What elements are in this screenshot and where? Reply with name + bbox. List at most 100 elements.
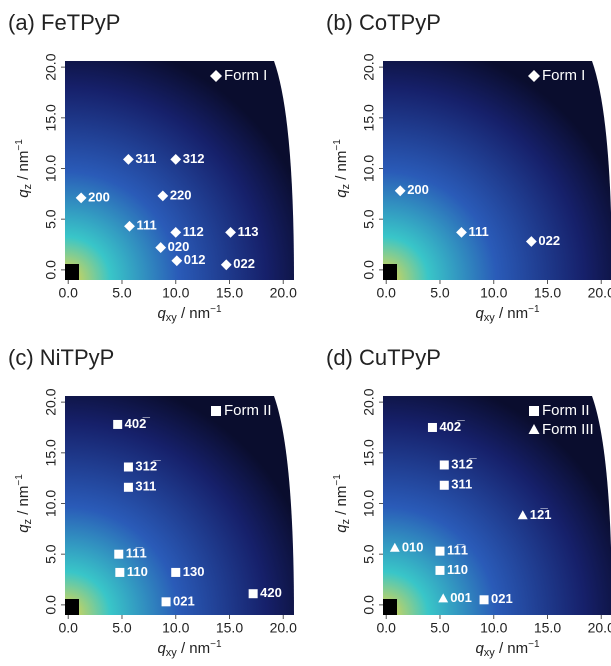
x-tick-label: 5.0	[430, 285, 450, 301]
marker	[115, 567, 125, 577]
point-label: 312̅	[451, 456, 477, 471]
y-tick-label: 15.0	[43, 104, 59, 131]
beamstop	[383, 599, 397, 615]
marker	[170, 226, 182, 238]
axis-exponent: −1	[210, 639, 222, 650]
panel: (a) FeTPyP 0.0 5.0 10.0 15.0 20.0 0.0 5.0 10.0 15…	[8, 10, 297, 324]
y-tick-label: 5.0	[43, 209, 59, 229]
legend-marker	[211, 406, 221, 416]
axis-exponent: −1	[332, 474, 343, 486]
point-label: 311	[135, 151, 156, 166]
point-label: 110	[127, 564, 148, 579]
axis-label: qz / nm−1	[14, 139, 34, 198]
axis-label: qz / nm−1	[14, 474, 34, 533]
point-label: 402̅	[125, 416, 151, 431]
axis-subscript: xy	[166, 647, 178, 659]
panel-title: (b) CoTPyP	[326, 10, 441, 35]
x-tick-label: 10.0	[480, 285, 507, 301]
panel-title: (c) NiTPyP	[8, 345, 114, 370]
marker	[248, 589, 258, 599]
axis-exponent: −1	[210, 304, 222, 315]
axis-subscript: xy	[484, 312, 496, 324]
point-label: 420	[260, 585, 282, 600]
beamstop	[65, 264, 79, 280]
axis-unit: / nm	[15, 486, 32, 519]
axis-subscript: z	[22, 184, 34, 190]
axis-symbol: q	[475, 640, 484, 657]
axis-unit: / nm	[15, 151, 32, 184]
marker	[439, 480, 449, 490]
legend-marker	[528, 424, 540, 434]
axis-label: qz / nm−1	[332, 139, 352, 198]
axis-symbol: q	[15, 524, 32, 533]
axis-label: qxy / nm−1	[475, 639, 540, 659]
marker	[389, 542, 400, 552]
beamstop	[65, 599, 79, 615]
x-tick-label: 0.0	[58, 620, 78, 636]
marker	[123, 482, 133, 492]
axis-label: qz / nm−1	[332, 474, 352, 533]
detector-image	[383, 61, 611, 280]
marker	[155, 242, 167, 253]
panel: (d) CuTPyP 0.0 5.0 10.0 15.0 20.0 0.0 5.0 10.0 15…	[326, 345, 611, 659]
y-tick-label: 0.0	[43, 595, 59, 615]
marker	[161, 597, 171, 607]
axis-unit: / nm	[177, 305, 210, 322]
marker	[171, 567, 181, 577]
x-tick-label: 20.0	[588, 285, 611, 301]
marker	[157, 190, 169, 202]
point-label: 220	[170, 187, 192, 202]
marker	[123, 153, 134, 165]
y-tick-label: 15.0	[43, 439, 59, 466]
x-tick-label: 5.0	[430, 620, 450, 636]
panel-title: (a) FeTPyP	[8, 10, 120, 35]
axis-exponent: −1	[14, 139, 25, 151]
x-tick-label: 0.0	[376, 285, 396, 301]
marker	[427, 422, 437, 432]
x-tick-label: 0.0	[376, 620, 396, 636]
point-label: 012	[184, 252, 206, 267]
y-tick-label: 0.0	[361, 595, 377, 615]
point-label: 112	[183, 224, 204, 239]
legend-label: Form II	[542, 402, 590, 419]
beamstop	[383, 264, 397, 280]
legend-label: Form I	[224, 67, 267, 84]
point-label: 402̅	[439, 419, 465, 434]
marker	[114, 549, 124, 559]
axis-subscript: z	[22, 519, 34, 525]
marker	[517, 510, 528, 520]
axis-label: qxy / nm−1	[157, 304, 222, 324]
axis-unit: / nm	[177, 640, 210, 657]
point-label: 022	[233, 256, 255, 271]
marker	[435, 565, 445, 575]
marker	[438, 593, 449, 603]
point-label: 11̅1	[126, 546, 147, 561]
axis-label: qxy / nm−1	[475, 304, 540, 324]
y-tick-label: 5.0	[43, 544, 59, 564]
x-tick-label: 20.0	[270, 285, 297, 301]
detector-image	[65, 61, 294, 280]
point-label: 311	[135, 479, 156, 494]
axis-unit: / nm	[495, 305, 528, 322]
point-label: 311	[451, 477, 472, 492]
x-tick-label: 15.0	[534, 285, 561, 301]
marker	[170, 153, 182, 165]
legend-label: Form I	[542, 67, 585, 84]
y-tick-label: 0.0	[43, 260, 59, 280]
point-label: 001	[450, 590, 472, 605]
point-label: 020	[168, 239, 190, 254]
y-tick-label: 10.0	[361, 155, 377, 182]
point-label: 12̅1	[530, 507, 552, 522]
axis-label: qxy / nm−1	[157, 639, 222, 659]
marker	[124, 220, 135, 232]
marker	[220, 259, 232, 271]
y-tick-label: 15.0	[361, 439, 377, 466]
point-label: 312̅	[135, 458, 161, 473]
y-tick-label: 20.0	[43, 53, 59, 80]
panel: (b) CoTPyP 0.0 5.0 10.0 15.0 20.0 0.0 5.0 10.0 15…	[326, 10, 611, 324]
y-tick-label: 20.0	[43, 388, 59, 415]
marker	[394, 185, 406, 197]
y-tick-label: 15.0	[361, 104, 377, 131]
point-label: 010	[402, 540, 424, 555]
x-tick-label: 10.0	[162, 620, 189, 636]
